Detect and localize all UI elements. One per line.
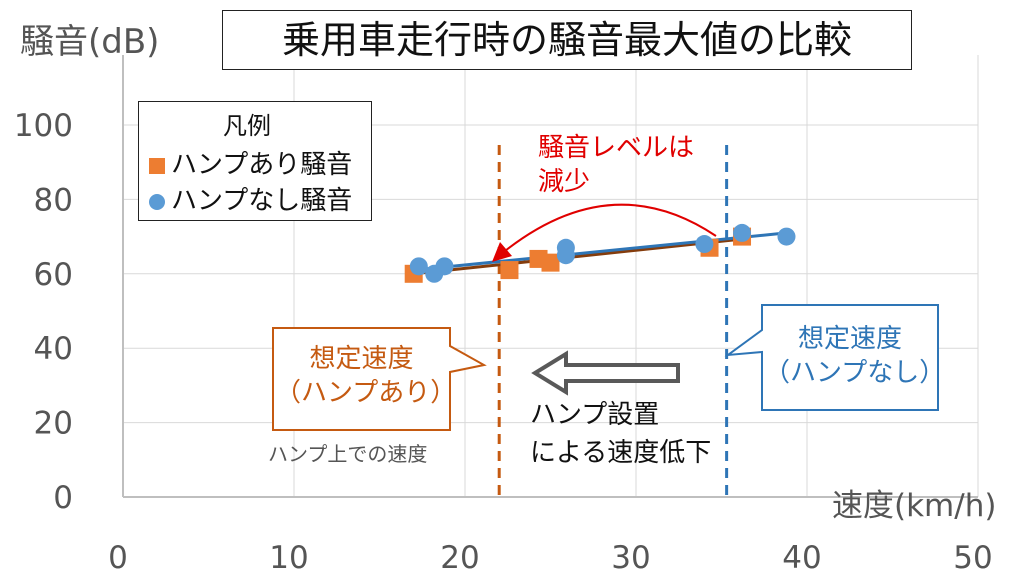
speed-drop-arrow bbox=[531, 350, 680, 396]
trendline bbox=[413, 236, 748, 276]
data-point-circle bbox=[435, 257, 454, 276]
y-tick-label: 0 bbox=[53, 480, 73, 516]
speed-drop-annotation: ハンプ設置 による速度低下 bbox=[530, 396, 711, 472]
y-tick-label: 80 bbox=[34, 182, 73, 218]
x-tick-label: 20 bbox=[440, 540, 479, 575]
x-tick-label: 50 bbox=[953, 540, 992, 575]
legend-label-hump: ハンプあり騒音 bbox=[171, 150, 353, 180]
legend-label-nohump: ハンプなし騒音 bbox=[171, 186, 353, 216]
speed-drop-line-1: ハンプ設置 bbox=[530, 400, 660, 430]
data-point-circle bbox=[695, 235, 714, 254]
reduction-arrowhead bbox=[492, 242, 512, 262]
trendlines bbox=[413, 231, 787, 276]
data-point-circle bbox=[409, 257, 428, 276]
x-tick-label: 40 bbox=[782, 540, 821, 575]
reduction-arrow bbox=[499, 203, 717, 256]
data-points bbox=[404, 223, 796, 283]
square-marker-icon bbox=[149, 157, 165, 174]
speed-drop-line-2: による速度低下 bbox=[530, 438, 712, 468]
data-point-circle bbox=[556, 238, 575, 257]
data-point-square bbox=[500, 261, 519, 280]
data-point-square bbox=[541, 253, 560, 272]
reference-lines bbox=[497, 145, 729, 497]
x-tick-label: 10 bbox=[269, 540, 308, 575]
reduction-line-1: 騒音レベルは bbox=[538, 133, 695, 163]
x-axis-label: 速度(km/h) bbox=[832, 488, 997, 524]
x-tick-label: 0 bbox=[108, 540, 128, 575]
data-point-circle bbox=[733, 223, 752, 242]
circle-marker-icon bbox=[149, 193, 165, 210]
data-point-circle bbox=[777, 227, 796, 246]
hump-callout-text: 想定速度 （ハンプあり） bbox=[275, 342, 457, 410]
nohump-callout-text: 想定速度 （ハンプなし） bbox=[764, 322, 946, 390]
chart-title: 乗用車走行時の騒音最大値の比較 bbox=[222, 10, 912, 70]
annotation-shapes bbox=[272, 203, 939, 431]
reduction-annotation: 騒音レベルは 減少 bbox=[538, 131, 694, 199]
nohump-callout-line-1: 想定速度 bbox=[797, 324, 902, 354]
x-tick-label: 30 bbox=[611, 540, 650, 575]
y-tick-label: 100 bbox=[14, 108, 73, 144]
y-axis-label: 騒音(dB) bbox=[20, 22, 160, 62]
legend-item-hump: ハンプあり騒音 bbox=[149, 144, 352, 181]
tick-labels: 0 20 40 60 80 100 0 10 20 30 40 50 bbox=[14, 108, 993, 575]
y-tick-label: 20 bbox=[34, 406, 73, 442]
reduction-line-2: 減少 bbox=[538, 167, 591, 197]
nohump-callout-line-2: （ハンプなし） bbox=[764, 358, 946, 388]
y-tick-label: 40 bbox=[34, 331, 73, 367]
hump-callout-box bbox=[272, 327, 487, 431]
legend-item-nohump: ハンプなし騒音 bbox=[149, 180, 352, 217]
hump-callout-line-1: 想定速度 bbox=[309, 344, 414, 374]
legend: 凡例 ハンプあり騒音 ハンプなし騒音 bbox=[138, 101, 372, 221]
nohump-callout-box bbox=[724, 304, 939, 411]
hump-note: ハンプ上での速度 bbox=[268, 442, 428, 466]
trendline bbox=[413, 231, 787, 272]
y-tick-label: 60 bbox=[34, 257, 73, 293]
hump-callout-line-2: （ハンプあり） bbox=[275, 378, 457, 408]
axes bbox=[122, 55, 978, 498]
legend-title: 凡例 bbox=[223, 112, 271, 140]
